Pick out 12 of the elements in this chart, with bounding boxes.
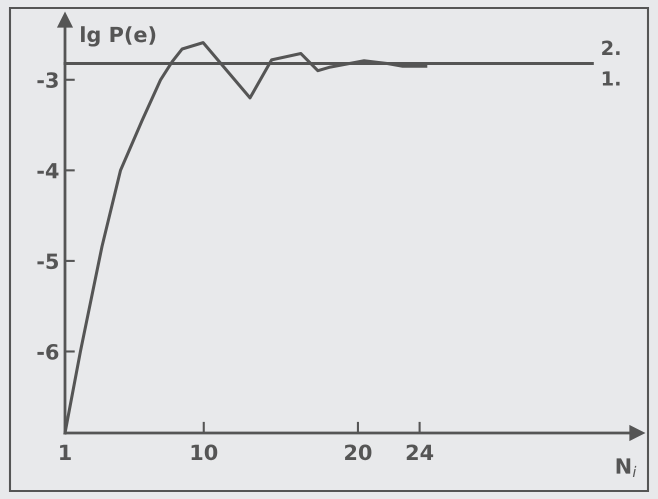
y-tick-label: -3 — [37, 72, 58, 88]
y-tick-label: -6 — [37, 344, 58, 360]
annotation: 1. — [602, 71, 620, 86]
annotation: 2. — [602, 40, 620, 55]
x-tick-label: 24 — [406, 444, 434, 460]
y-tick-label: -5 — [37, 254, 58, 270]
x-tick-label: 20 — [345, 444, 372, 460]
y-tick-label: -4 — [37, 163, 58, 178]
x-tick-label: 1 — [60, 444, 71, 460]
x-axis-title: N$_{i}$ — [616, 458, 636, 478]
y-axis-title: lg P(e) — [81, 26, 156, 47]
x-tick-label: 10 — [192, 444, 218, 460]
